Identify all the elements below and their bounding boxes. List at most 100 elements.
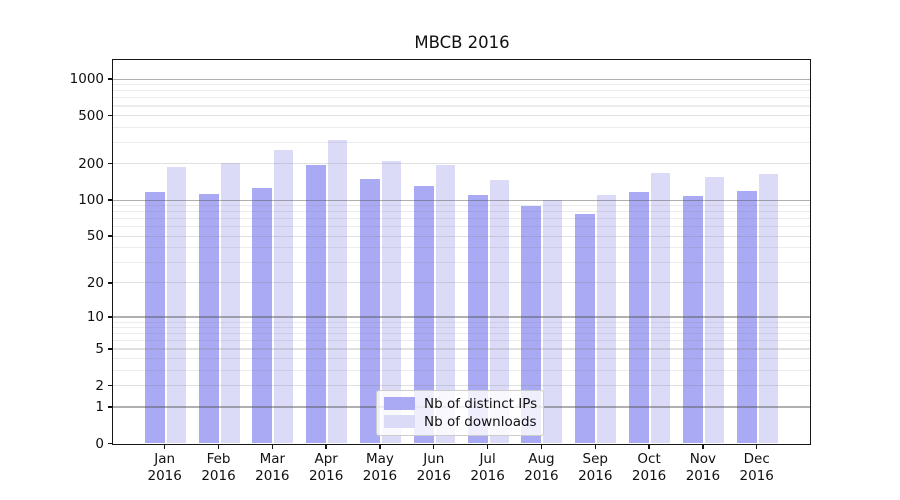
bar-distinct-ips [198, 194, 219, 444]
x-tick-mark-9 [648, 444, 650, 449]
bar-downloads [328, 140, 348, 444]
bar-distinct-ips [467, 194, 488, 444]
bar-downloads [220, 162, 240, 444]
x-tick-label-7: Aug 2016 [524, 451, 559, 484]
y-tick-label-100: 100 [78, 192, 104, 208]
gridline-200 [113, 163, 811, 165]
gridline-600 [113, 105, 811, 107]
gridline-40 [113, 247, 811, 249]
y-tick-mark-100 [107, 199, 113, 201]
y-tick-label-1000: 1000 [69, 71, 104, 87]
x-tick-label-11: Dec 2016 [739, 451, 774, 484]
x-tick-label-10: Nov 2016 [685, 451, 721, 484]
x-tick-label-4: May 2016 [362, 451, 398, 484]
plot-area [113, 60, 811, 444]
bar-downloads [166, 167, 186, 444]
x-tick-label-1: Feb 2016 [201, 451, 236, 484]
bar-distinct-ips [144, 192, 165, 444]
gridline-50 [113, 235, 811, 237]
gridline-6 [113, 340, 811, 342]
x-tick-label-2: Mar 2016 [255, 451, 290, 484]
gridline-10 [113, 316, 811, 318]
x-tick-label-8: Sep 2016 [578, 451, 613, 484]
y-tick-mark-1000 [107, 78, 113, 80]
gridline-5 [113, 348, 811, 350]
gridline-500 [113, 115, 811, 117]
x-tick-mark-8 [594, 444, 596, 449]
legend: Nb of distinct IPs Nb of downloads [376, 389, 544, 436]
bar-distinct-ips [736, 191, 757, 444]
gridline-100 [113, 199, 811, 201]
bar-downloads [758, 174, 778, 444]
bar-distinct-ips [359, 178, 380, 444]
x-tick-label-0: Jan 2016 [147, 451, 182, 484]
bar-downloads [381, 161, 401, 444]
gridline-90 [113, 205, 811, 207]
bar-distinct-ips [306, 164, 327, 444]
y-tick-mark-10 [107, 316, 113, 318]
y-tick-label-10: 10 [86, 308, 104, 325]
y-tick-mark-0 [107, 442, 113, 445]
gridline-30 [113, 261, 811, 263]
x-tick-mark-5 [433, 444, 435, 449]
gridline-800 [113, 90, 811, 92]
x-tick-label-6: Jul 2016 [470, 451, 505, 484]
y-tick-label-50: 50 [86, 228, 104, 245]
gridline-8 [113, 327, 811, 329]
bar-downloads [543, 200, 563, 444]
bar-distinct-ips [682, 196, 703, 444]
legend-item-downloads: Nb of downloads [384, 413, 537, 430]
gridline-70 [113, 218, 811, 220]
bars-layer [113, 60, 811, 444]
x-tick-mark-3 [325, 444, 327, 449]
x-tick-mark-11 [756, 444, 758, 449]
bar-downloads [597, 195, 617, 444]
gridline-1000 [113, 78, 811, 80]
gridline-4 [113, 358, 811, 360]
gridline-3 [113, 369, 811, 371]
bar-distinct-ips [629, 192, 650, 444]
y-tick-mark-50 [107, 235, 113, 237]
y-tick-mark-2 [107, 384, 113, 387]
y-tick-label-2: 2 [95, 377, 104, 394]
gridline-2 [113, 385, 811, 387]
gridline-80 [113, 211, 811, 213]
y-tick-label-200: 200 [78, 155, 104, 172]
y-tick-label-20: 20 [86, 274, 104, 291]
gridline-900 [113, 84, 811, 86]
x-tick-label-5: Jun 2016 [416, 451, 451, 484]
x-tick-mark-4 [379, 444, 381, 449]
x-tick-mark-2 [271, 444, 274, 449]
bar-downloads [704, 177, 724, 444]
gridline-9 [113, 321, 811, 323]
x-tick-label-9: Oct 2016 [631, 451, 667, 484]
legend-label-distinct-ips: Nb of distinct IPs [424, 395, 538, 412]
gridline-300 [113, 141, 811, 143]
bar-distinct-ips [252, 187, 273, 444]
bar-distinct-ips [413, 185, 434, 444]
bar-downloads [274, 149, 294, 444]
legend-label-downloads: Nb of downloads [424, 413, 537, 430]
gridline-400 [113, 126, 811, 128]
y-tick-mark-200 [107, 163, 113, 165]
x-tick-mark-7 [540, 444, 543, 449]
gridline-700 [113, 97, 811, 99]
legend-item-distinct-ips: Nb of distinct IPs [384, 395, 538, 412]
chart-title: MBCB 2016 [414, 33, 510, 52]
y-tick-label-1: 1 [95, 398, 104, 415]
x-tick-label-3: Apr 2016 [308, 451, 344, 484]
legend-swatch-distinct-ips [384, 397, 415, 410]
x-tick-mark-0 [164, 444, 166, 449]
x-tick-mark-10 [702, 444, 704, 449]
y-tick-label-5: 5 [95, 340, 104, 357]
legend-swatch-downloads [384, 415, 415, 428]
y-tick-label-0: 0 [95, 435, 104, 452]
gridline-7 [113, 333, 811, 335]
bar-downloads [651, 173, 671, 444]
y-tick-label-500: 500 [78, 107, 104, 124]
x-tick-mark-1 [217, 444, 220, 449]
gridline-20 [113, 282, 811, 284]
y-tick-mark-20 [107, 282, 113, 284]
bar-downloads [489, 179, 509, 444]
